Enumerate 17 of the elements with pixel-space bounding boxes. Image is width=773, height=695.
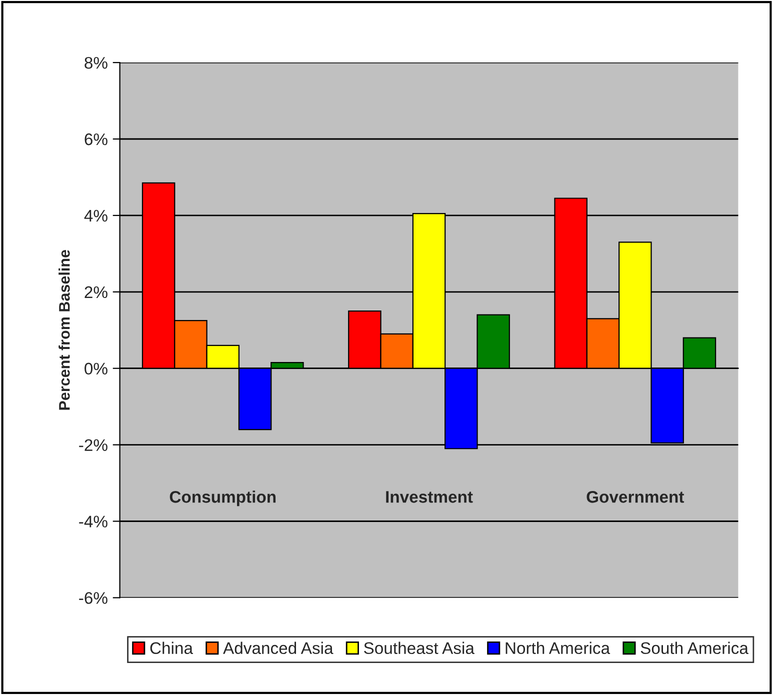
legend-label: China [150, 642, 194, 654]
y-tick-label: 4% [84, 210, 108, 222]
y-tick-label: -6% [79, 592, 108, 604]
legend-label: North America [506, 642, 610, 654]
x-tick-label: Investment [386, 491, 473, 503]
y-tick-label: 8% [84, 56, 108, 69]
y-tick-label: 0% [84, 362, 108, 375]
legend-label: South America [640, 642, 748, 654]
y-tick-label: -4% [79, 516, 108, 528]
y-tick-label: 6% [84, 133, 108, 146]
legend-label: Southeast Asia [364, 642, 474, 654]
x-tick-label: Government [586, 491, 684, 503]
y-axis-title: Percent from Baseline [58, 250, 70, 410]
x-tick-label: Consumption [170, 490, 276, 506]
y-tick-label: 2% [84, 286, 108, 298]
y-tick-label: -2% [79, 439, 108, 451]
legend-label: Advanced Asia [223, 642, 334, 654]
